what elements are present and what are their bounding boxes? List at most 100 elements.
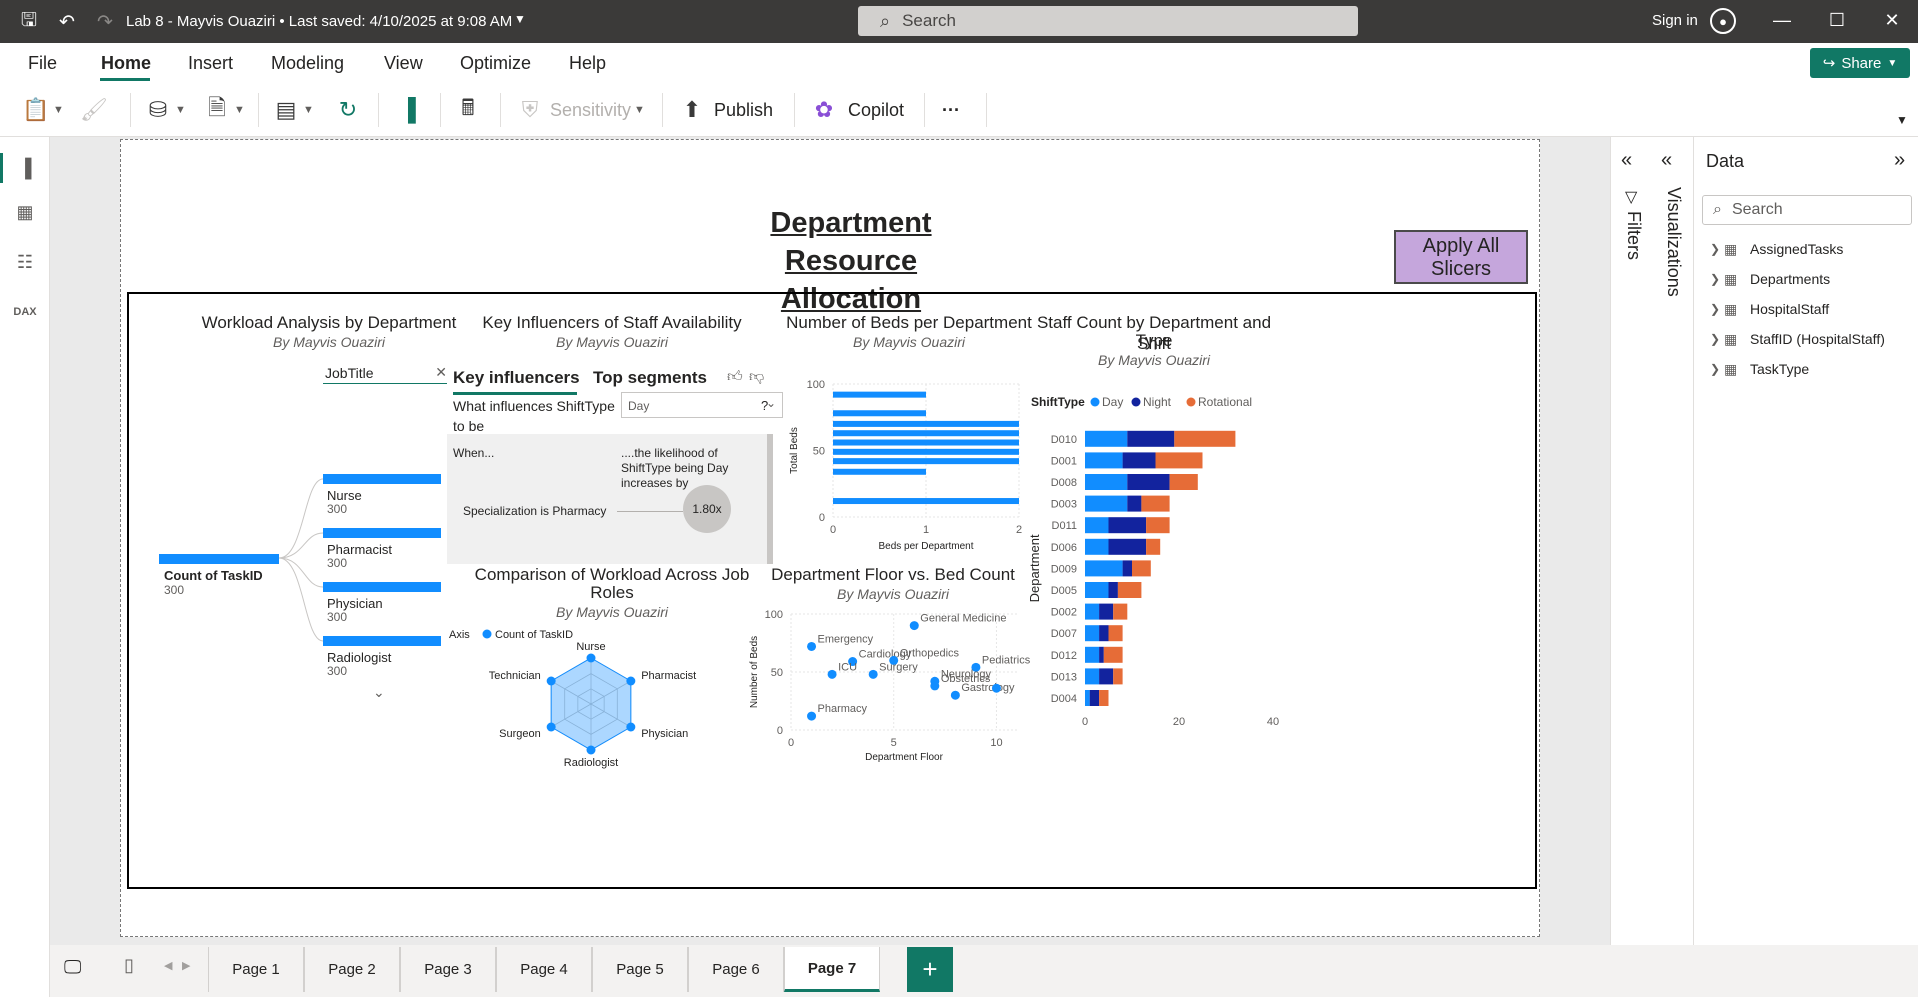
ki-influencer-text[interactable]: Specialization is Pharmacy bbox=[463, 504, 607, 518]
page-tab[interactable]: Page 1 bbox=[208, 947, 304, 992]
publish-button[interactable]: ⬆ Publish bbox=[678, 95, 773, 125]
decomp-title: Workload Analysis by Department bbox=[201, 313, 457, 332]
undo-icon[interactable]: ↶ bbox=[59, 11, 75, 33]
desktop-layout-icon[interactable]: 🖵 bbox=[64, 957, 82, 977]
key-influencers-visual[interactable]: Key Influencers of Staff Availability By… bbox=[447, 312, 783, 566]
tab-top-segments[interactable]: Top segments bbox=[593, 368, 707, 387]
decomp-connectors bbox=[159, 474, 441, 646]
table-item[interactable]: ❯ ▦ HospitalStaff bbox=[1710, 297, 1829, 321]
page-tab[interactable]: Page 5 bbox=[592, 947, 688, 992]
menu-help[interactable]: Help bbox=[569, 53, 607, 73]
document-title[interactable]: Lab 8 - Mayvis Ouaziri • Last saved: 4/1… bbox=[126, 13, 513, 30]
page-tab[interactable]: Page 6 bbox=[688, 947, 784, 992]
decomp-node-bar[interactable] bbox=[323, 636, 441, 646]
report-title-line1: Department Resource bbox=[770, 207, 932, 277]
menu-view[interactable]: View bbox=[384, 53, 423, 73]
search-box[interactable]: ⌕ Search bbox=[858, 6, 1358, 36]
get-data-button[interactable]: ⛁ ▼ bbox=[144, 95, 186, 125]
format-painter-button[interactable]: 🖌 bbox=[80, 95, 108, 125]
beds-bar bbox=[833, 448, 1019, 455]
maximize-icon[interactable]: ☐ bbox=[1828, 10, 1846, 30]
jobtitle-slicer-header[interactable]: JobTitle ✕ bbox=[323, 362, 447, 384]
staff-count-visual[interactable]: Staff Count by Department and Shift Type… bbox=[1029, 312, 1279, 732]
decomposition-tree-visual[interactable]: Workload Analysis by Department By Mayvi… bbox=[159, 312, 499, 700]
scroll-right-icon[interactable]: ▶ bbox=[182, 960, 191, 972]
decomp-node-bar[interactable] bbox=[323, 528, 441, 538]
save-icon[interactable]: 🖫 bbox=[20, 10, 38, 31]
thumbs-up-icon[interactable]: 👍︎ bbox=[727, 368, 743, 385]
table-item[interactable]: ❯ ▦ StaffID (HospitalStaff) bbox=[1710, 327, 1885, 351]
slicer-label: JobTitle bbox=[325, 365, 374, 381]
more-options-button[interactable]: ··· bbox=[942, 99, 960, 120]
new-visual-button[interactable]: ▐ bbox=[394, 95, 422, 125]
copilot-button[interactable]: ✿ Copilot bbox=[810, 95, 904, 125]
chevron-right-icon: ❯ bbox=[1710, 362, 1721, 376]
scroll-left-icon[interactable]: ◀ bbox=[164, 960, 173, 972]
report-view-icon[interactable]: ▐ bbox=[18, 157, 32, 178]
staff-bar-segment bbox=[1099, 690, 1109, 706]
thumbs-down-icon[interactable]: 👎︎ bbox=[749, 368, 765, 385]
menu-file[interactable]: File bbox=[28, 53, 58, 73]
filters-label[interactable]: Filters bbox=[1624, 211, 1644, 260]
calculator-icon: 🖩 bbox=[461, 95, 475, 120]
data-search-input[interactable]: ⌕ Search bbox=[1702, 195, 1912, 225]
menu-home[interactable]: Home bbox=[101, 53, 152, 73]
refresh-button[interactable]: ↻ bbox=[334, 95, 362, 125]
table-item[interactable]: ❯ ▦ TaskType bbox=[1710, 357, 1809, 381]
close-icon[interactable]: ✕ bbox=[1884, 10, 1900, 30]
scatter-point-label: Surgery bbox=[879, 661, 918, 673]
add-page-button[interactable]: + bbox=[907, 947, 953, 992]
scroll-down-icon[interactable]: ⌄ bbox=[373, 684, 385, 700]
transform-data-button[interactable]: ▤ ▼ bbox=[272, 95, 314, 125]
redo-icon[interactable]: ↷ bbox=[97, 11, 113, 33]
visualizations-label[interactable]: Visualizations bbox=[1664, 187, 1684, 297]
minimize-icon[interactable]: — bbox=[1773, 10, 1791, 30]
recent-sources-button[interactable]: 🗎 ▼ bbox=[203, 95, 245, 125]
staff-bar-segment bbox=[1085, 430, 1128, 447]
beds-bar bbox=[833, 458, 1019, 465]
table-name: HospitalStaff bbox=[1750, 301, 1830, 317]
table-item[interactable]: ❯ ▦ Departments bbox=[1710, 267, 1830, 291]
help-icon[interactable]: ? bbox=[761, 398, 769, 413]
paste-button[interactable]: 📋 ▼ bbox=[22, 97, 64, 122]
apply-all-slicers-button[interactable]: Apply All Slicers bbox=[1394, 230, 1528, 284]
beds-per-department-visual[interactable]: Number of Beds per Department By Mayvis … bbox=[781, 312, 1037, 566]
page-tab[interactable]: Page 4 bbox=[496, 947, 592, 992]
model-view-icon[interactable]: ☷ bbox=[16, 251, 34, 272]
radar-axis-line bbox=[590, 703, 632, 728]
account-icon[interactable]: ● bbox=[1710, 8, 1736, 34]
staff-bar-segment bbox=[1127, 474, 1170, 490]
scatter-visual[interactable]: Department Floor vs. Bed Count By Mayvis… bbox=[743, 564, 1043, 774]
page-tab[interactable]: Page 3 bbox=[400, 947, 496, 992]
sign-in-link[interactable]: Sign in bbox=[1652, 12, 1698, 29]
radar-legend-axis: Axis bbox=[449, 629, 470, 641]
shifttype-dropdown[interactable]: Day ⌄ bbox=[621, 392, 783, 418]
collapse-visualizations-icon[interactable]: « bbox=[1661, 149, 1673, 171]
page-tab[interactable]: Page 2 bbox=[304, 947, 400, 992]
collapse-filters-icon[interactable]: « bbox=[1621, 149, 1633, 171]
decomp-node-bar[interactable] bbox=[323, 474, 441, 484]
chevron-down-icon[interactable]: ▼ bbox=[514, 12, 526, 26]
menu-optimize[interactable]: Optimize bbox=[460, 53, 532, 73]
share-button[interactable]: ↪ Share ▼ bbox=[1810, 48, 1910, 78]
decomp-node-bar[interactable] bbox=[323, 582, 441, 592]
close-icon[interactable]: ✕ bbox=[435, 364, 447, 380]
menu-insert[interactable]: Insert bbox=[188, 53, 234, 73]
beds-title: Number of Beds per Department bbox=[786, 313, 1032, 332]
page-tab-active[interactable]: Page 7 bbox=[784, 947, 880, 992]
collapse-data-icon[interactable]: » bbox=[1894, 149, 1906, 171]
table-item[interactable]: ❯ ▦ AssignedTasks bbox=[1710, 237, 1843, 261]
radar-subtitle: By Mayvis Ouaziri bbox=[555, 604, 669, 620]
dax-query-view-icon[interactable]: DAX bbox=[13, 306, 37, 318]
tab-key-influencers[interactable]: Key influencers bbox=[453, 368, 580, 387]
collapse-ribbon-icon[interactable]: ▼ bbox=[1896, 113, 1908, 127]
radar-visual[interactable]: Comparison of Workload Across Job Roles … bbox=[447, 564, 777, 774]
menu-modeling[interactable]: Modeling bbox=[271, 53, 345, 73]
decomp-root-bar[interactable] bbox=[159, 554, 279, 564]
new-measure-button[interactable]: 🖩 bbox=[454, 95, 482, 125]
scatter-point bbox=[909, 621, 919, 631]
ki-multiplier-bubble[interactable]: 1.80x bbox=[683, 485, 731, 533]
mobile-layout-icon[interactable]: ▯ bbox=[124, 955, 134, 975]
sensitivity-button[interactable]: ⛨ Sensitivity ▼ bbox=[516, 95, 645, 125]
table-view-icon[interactable]: ▦ bbox=[16, 201, 34, 222]
